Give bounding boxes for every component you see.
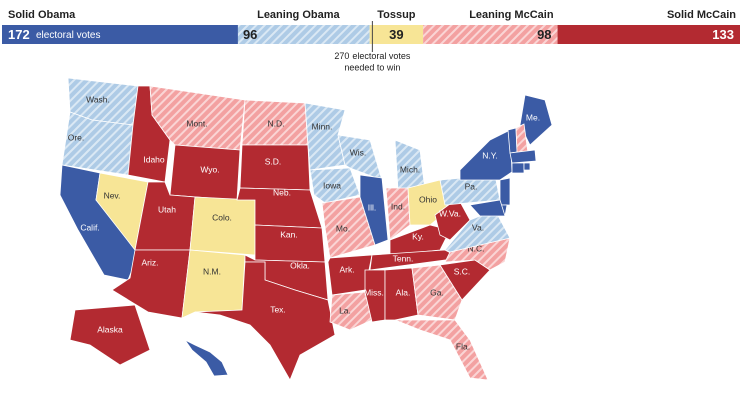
- bar-segment: [557, 25, 740, 44]
- state: [499, 177, 511, 206]
- state: [394, 319, 489, 381]
- category-name: Leaning McCain: [469, 9, 554, 21]
- state-label: Kan.: [280, 229, 298, 239]
- state: [329, 291, 373, 331]
- state-label: Fla.: [456, 341, 470, 351]
- state-label: Idaho: [143, 154, 165, 164]
- state-label: Colo.: [212, 212, 232, 222]
- state: [181, 249, 246, 319]
- state-label: S.D.: [265, 156, 282, 166]
- state-label: Neb.: [273, 187, 291, 197]
- threshold-note: needed to win: [344, 62, 400, 72]
- state-label: Wash.: [86, 94, 110, 104]
- state-label: Miss.: [364, 287, 384, 297]
- vote-count: 133: [712, 27, 734, 42]
- state: [411, 264, 463, 321]
- state: [389, 224, 451, 256]
- vote-count: 98: [537, 27, 551, 42]
- state: [511, 162, 525, 174]
- state-label: Ore.: [68, 132, 85, 142]
- vote-count: 172: [8, 27, 30, 42]
- state-label: Ill.: [368, 202, 377, 212]
- state-label: Iowa: [323, 180, 341, 190]
- state-label: Me.: [526, 112, 540, 122]
- state: [337, 134, 383, 181]
- state: [385, 187, 411, 241]
- state: [509, 149, 537, 164]
- state: [364, 269, 386, 323]
- state-label: Wis.: [350, 147, 367, 157]
- state-label: Calif.: [80, 222, 99, 232]
- state: [469, 199, 506, 217]
- bar-segment: [237, 25, 370, 44]
- threshold-note: 270 electoral votes: [334, 51, 411, 61]
- state-label: Ohio: [419, 194, 437, 204]
- category-name: Solid Obama: [8, 9, 76, 21]
- state: [239, 144, 311, 191]
- state: [507, 127, 518, 154]
- state: [194, 261, 336, 381]
- unit-label: electoral votes: [36, 30, 100, 41]
- threshold-text: electoral votes: [352, 51, 411, 61]
- state: [189, 196, 256, 256]
- state-label: Ark.: [339, 264, 354, 274]
- state-label: Alaska: [97, 324, 123, 334]
- category-name: Tossup: [377, 9, 416, 21]
- state: [184, 339, 229, 377]
- state-label: Pa.: [465, 181, 478, 191]
- state: [327, 254, 373, 296]
- state-label: N.C.: [468, 243, 485, 253]
- state-label: Minn.: [312, 121, 333, 131]
- state-label: Mich.: [400, 164, 420, 174]
- bar-segment: [369, 25, 424, 44]
- threshold-value: 270: [334, 51, 349, 61]
- state-label: Ariz.: [142, 257, 159, 267]
- state-label: La.: [339, 305, 351, 315]
- state-label: Utah: [158, 204, 176, 214]
- state-label: Tenn.: [393, 253, 414, 263]
- state-label: W.Va.: [439, 208, 461, 218]
- state-label: Mo.: [336, 223, 350, 233]
- state: [359, 174, 389, 246]
- bar-segment: [423, 25, 558, 44]
- vote-bar: Solid Obama 172 electoral votes Leaning Oba…: [2, 9, 740, 72]
- state: [321, 196, 376, 259]
- state: [519, 94, 553, 146]
- vote-count: 39: [389, 27, 403, 42]
- state: [309, 167, 361, 204]
- state-label: Tex.: [270, 304, 286, 314]
- state: [523, 162, 531, 171]
- state: [69, 304, 151, 366]
- state-label: Ala.: [396, 287, 411, 297]
- state-label: Ind.: [391, 201, 405, 211]
- state-label: Ky.: [412, 231, 424, 241]
- state-label: N.Y.: [482, 150, 497, 160]
- category-name: Leaning Obama: [257, 9, 340, 21]
- state-label: Ga.: [430, 287, 444, 297]
- state-label: Mont.: [186, 118, 207, 128]
- bar-segment: [2, 25, 238, 44]
- state-label: N.M.: [203, 266, 221, 276]
- state: [444, 209, 511, 253]
- state-label: Okla.: [290, 260, 310, 270]
- us-map: Wash. Ore. Calif. Nev. Idaho Mont. Wyo. Utah Col…: [59, 77, 553, 381]
- category-name: Solid McCain: [667, 9, 736, 21]
- state-label: N.D.: [268, 118, 285, 128]
- vote-count: 96: [243, 27, 257, 42]
- state-label: Nev.: [104, 190, 121, 200]
- state-label: Va.: [472, 222, 484, 232]
- state: [384, 267, 419, 321]
- state-label: S.C.: [454, 266, 471, 276]
- state-label: Wyo.: [200, 164, 219, 174]
